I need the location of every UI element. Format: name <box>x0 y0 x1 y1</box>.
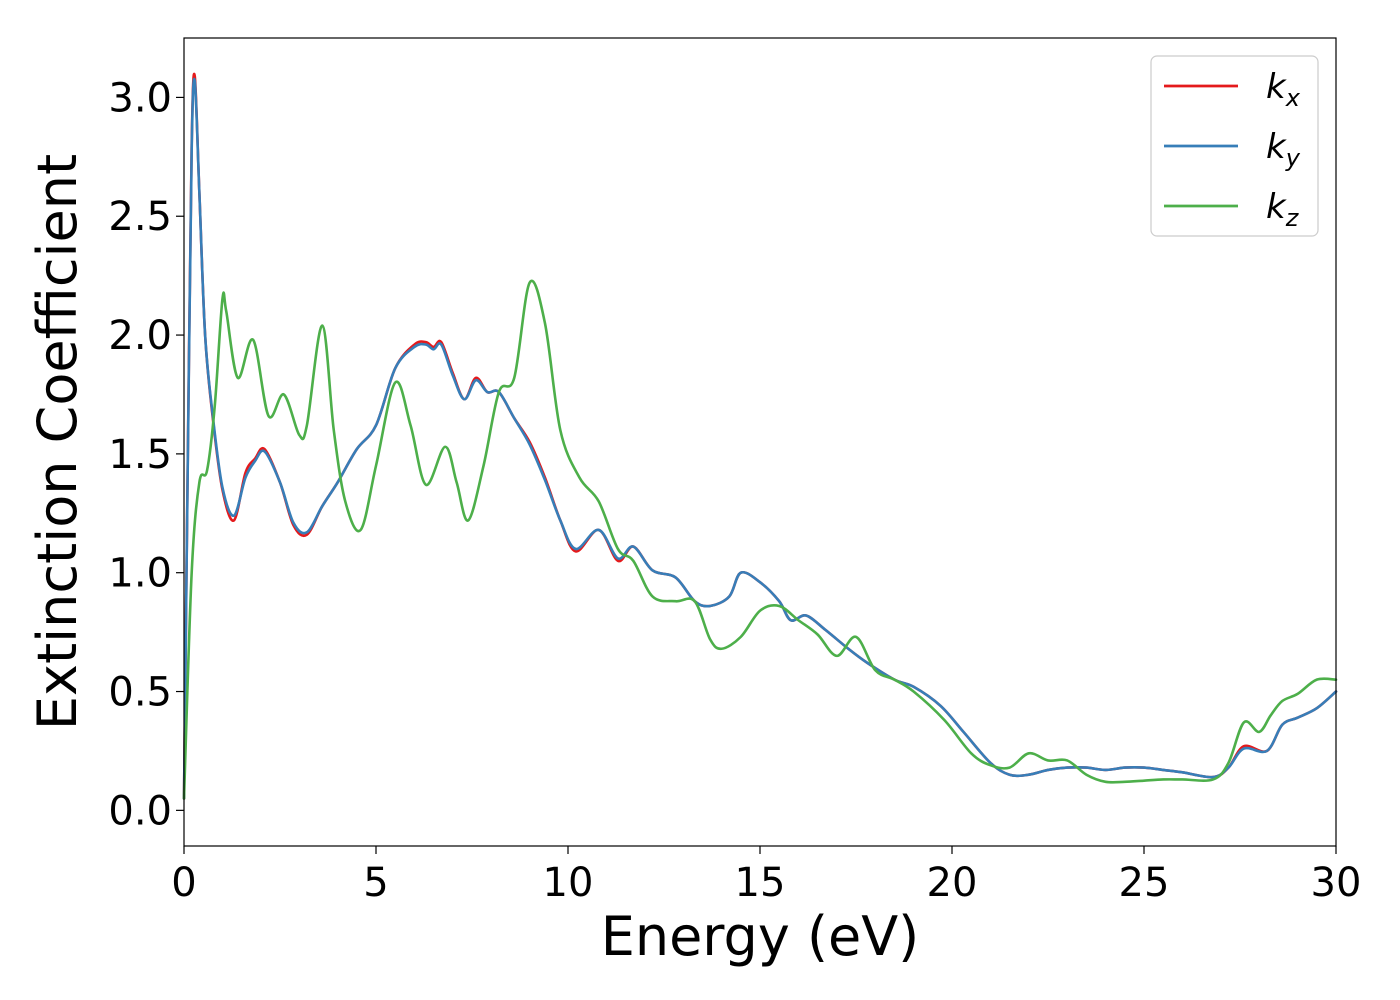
x-tick-label: 20 <box>927 860 978 906</box>
legend-label-subscript: z <box>1285 204 1300 232</box>
legend-label-kz: kz <box>1266 187 1300 232</box>
y-tick-label: 3.0 <box>108 75 172 121</box>
x-tick-label: 30 <box>1311 860 1362 906</box>
x-axis-ticks: 0 5 10 15 20 25 30 <box>171 846 1361 906</box>
x-tick-label: 5 <box>363 860 388 906</box>
x-tick-label: 15 <box>735 860 786 906</box>
legend-label-kx: kx <box>1266 67 1301 112</box>
y-axis-label: Extinction Coefficient <box>26 154 89 730</box>
series-layer <box>182 72 1338 800</box>
x-tick-label: 0 <box>171 860 196 906</box>
y-tick-label: 0.5 <box>108 670 172 716</box>
legend-label-main: k <box>1266 67 1287 107</box>
legend-label-subscript: x <box>1285 84 1301 112</box>
x-tick-label: 10 <box>543 860 594 906</box>
y-tick-label: 2.0 <box>108 313 172 359</box>
series-line-kz <box>182 279 1338 800</box>
y-tick-label: 1.0 <box>108 551 172 597</box>
legend-label-ky: ky <box>1266 127 1301 172</box>
series-line-ky <box>182 77 1338 800</box>
y-tick-label: 0.0 <box>108 788 172 834</box>
y-axis-ticks: 0.0 0.5 1.0 1.5 2.0 2.5 3.0 <box>108 75 184 834</box>
y-tick-label: 2.5 <box>108 194 172 240</box>
legend-label-main: k <box>1266 127 1287 167</box>
x-axis-label: Energy (eV) <box>601 905 920 968</box>
legend-label-main: k <box>1266 187 1287 227</box>
y-tick-label: 1.5 <box>108 432 172 478</box>
x-tick-label: 25 <box>1119 860 1170 906</box>
legend-label-subscript: y <box>1285 144 1301 172</box>
